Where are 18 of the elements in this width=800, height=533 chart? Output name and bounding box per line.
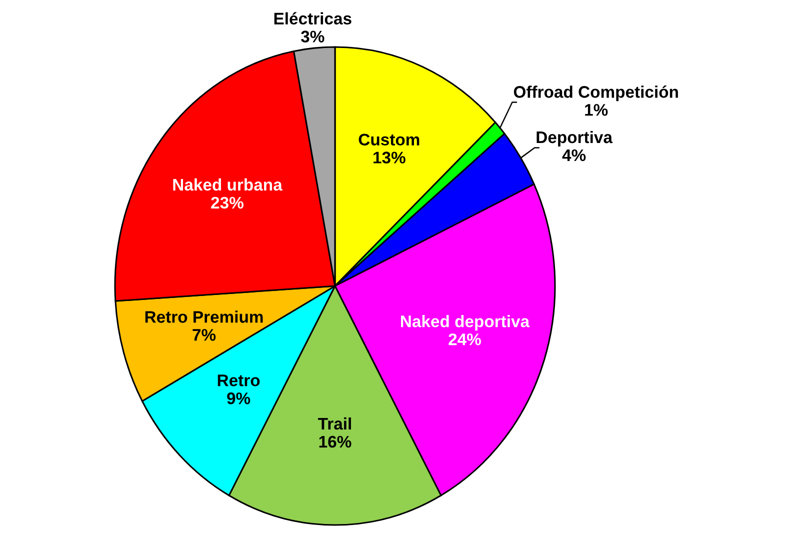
data-label: 13%: [374, 152, 406, 164]
slice-label: Custom: [358, 134, 420, 146]
data-label: 9%: [227, 392, 250, 404]
data-label: 4%: [562, 149, 586, 162]
slice-label: Retro Premium: [145, 310, 263, 323]
data-label: 3%: [300, 30, 324, 42]
slice-label: Naked deportiva: [401, 315, 530, 331]
slice-label: Retro: [218, 374, 260, 386]
slice-label: Naked urbana: [173, 178, 282, 191]
slice-label: Offroad Competición: [514, 85, 678, 102]
slice-label: Eléctricas: [274, 12, 352, 25]
data-label: 16%: [319, 436, 352, 448]
data-label: 24%: [448, 333, 481, 346]
data-label: 23%: [211, 196, 244, 209]
slice-label: Deportiva: [536, 130, 613, 146]
data-label: 7%: [192, 329, 216, 341]
data-label: 1%: [585, 104, 608, 116]
slice-label: Trail: [318, 417, 351, 430]
